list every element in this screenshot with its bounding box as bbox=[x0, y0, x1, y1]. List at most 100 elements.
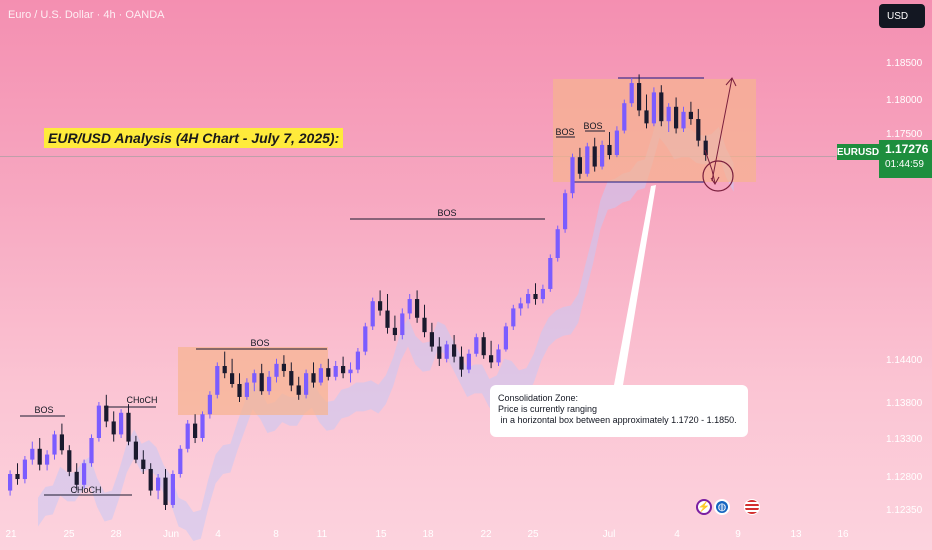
candle-body bbox=[681, 111, 686, 129]
callout-line-3: in a horizontal box between approximatel… bbox=[498, 415, 737, 425]
down-arrowhead bbox=[710, 176, 720, 185]
symbol-tag: EURUSD bbox=[837, 144, 879, 160]
candle-body bbox=[30, 448, 35, 460]
candle-body bbox=[104, 405, 109, 422]
candle-body bbox=[15, 474, 20, 480]
candle-body bbox=[585, 146, 590, 174]
candle-body bbox=[688, 111, 693, 120]
candle-body bbox=[304, 373, 309, 395]
candle-body bbox=[163, 477, 168, 505]
candle-body bbox=[281, 363, 286, 372]
candle-body bbox=[363, 326, 368, 352]
choch-label-top: CHoCH bbox=[126, 395, 158, 405]
candle-body bbox=[156, 477, 161, 491]
candle-body bbox=[370, 301, 375, 327]
candle-body bbox=[89, 438, 94, 464]
candle-body bbox=[407, 299, 412, 314]
globe-icon[interactable]: ◍ bbox=[714, 499, 730, 515]
price-tick: 1.18000 bbox=[886, 95, 923, 106]
candle-body bbox=[133, 441, 138, 460]
candle-body bbox=[526, 294, 531, 304]
candle-body bbox=[555, 229, 560, 258]
candle-body bbox=[392, 327, 397, 336]
candle-body bbox=[518, 303, 523, 309]
candle-body bbox=[185, 423, 190, 449]
callout-line-1: Consolidation Zone: bbox=[498, 393, 579, 403]
candle-body bbox=[178, 448, 183, 474]
candle-body bbox=[289, 371, 294, 386]
candle-body bbox=[333, 366, 338, 377]
us-flag-icon[interactable] bbox=[744, 499, 760, 515]
candle-body bbox=[96, 405, 101, 438]
callout-line-2: Price is currently ranging bbox=[498, 404, 598, 414]
bos-top-label-1: BOS bbox=[555, 127, 575, 137]
candle-body bbox=[267, 376, 272, 392]
candle-body bbox=[459, 356, 464, 370]
candle-body bbox=[348, 369, 353, 374]
candle-body bbox=[237, 384, 242, 397]
candle-body bbox=[659, 92, 664, 122]
last-price: 1.17276 bbox=[885, 142, 929, 156]
bar-countdown: 01:44:59 bbox=[885, 159, 924, 170]
last-price-tag: 1.17276 01:44:59 bbox=[879, 140, 932, 178]
candle-body bbox=[45, 454, 50, 465]
choch-label-bottom: CHoCH bbox=[70, 485, 102, 495]
candle-body bbox=[52, 434, 57, 455]
candle-body bbox=[703, 140, 708, 156]
candle-body bbox=[59, 434, 64, 451]
time-tick: Jun bbox=[162, 529, 180, 540]
time-tick: 4 bbox=[674, 529, 680, 540]
bos-label: BOS bbox=[34, 405, 54, 415]
candle-body bbox=[37, 448, 42, 465]
candle-body bbox=[318, 368, 323, 383]
candle-body bbox=[577, 157, 582, 174]
candle-body bbox=[244, 382, 249, 397]
candle-body bbox=[629, 83, 634, 104]
candle-body bbox=[400, 313, 405, 336]
time-tick: 25 bbox=[527, 529, 539, 540]
analysis-title-banner: EUR/USD Analysis (4H Chart - July 7, 202… bbox=[44, 128, 344, 148]
candle-body bbox=[74, 471, 79, 485]
candle-body bbox=[82, 463, 87, 485]
candle-body bbox=[607, 144, 612, 156]
currency-button[interactable]: USD bbox=[879, 4, 925, 28]
candle-body bbox=[222, 366, 227, 374]
time-tick: 8 bbox=[273, 529, 279, 540]
price-tick: 1.12350 bbox=[886, 505, 923, 516]
time-tick: 4 bbox=[215, 529, 221, 540]
candle-body bbox=[111, 421, 116, 435]
candle-body bbox=[592, 146, 597, 167]
target-circle bbox=[702, 160, 734, 192]
candle-body bbox=[311, 373, 316, 383]
candle-body bbox=[378, 301, 383, 311]
candle-body bbox=[644, 110, 649, 124]
candle-body bbox=[341, 366, 346, 374]
price-tick: 1.17500 bbox=[886, 129, 923, 140]
callout-pointer bbox=[614, 185, 656, 385]
bos-box-label: BOS bbox=[250, 338, 270, 348]
down-projection-arrow bbox=[704, 149, 716, 184]
time-tick: 13 bbox=[790, 529, 802, 540]
candle-body bbox=[326, 368, 331, 377]
bos-top-label-2: BOS bbox=[583, 121, 603, 131]
candle-body bbox=[148, 468, 153, 491]
candle-body bbox=[22, 459, 27, 480]
candle-body bbox=[215, 366, 220, 395]
candle-body bbox=[563, 193, 568, 230]
up-projection-arrow bbox=[711, 77, 733, 182]
candle-body bbox=[385, 310, 390, 328]
lightning-icon[interactable]: ⚡ bbox=[696, 499, 712, 515]
time-tick: 25 bbox=[63, 529, 75, 540]
candle-body bbox=[444, 344, 449, 359]
price-tick: 1.14400 bbox=[886, 355, 923, 366]
ichimoku-cloud bbox=[38, 108, 734, 541]
candle-body bbox=[274, 363, 279, 377]
candle-body bbox=[548, 258, 553, 289]
candle-body bbox=[8, 474, 13, 491]
candle-body bbox=[666, 106, 671, 122]
time-tick: 28 bbox=[110, 529, 122, 540]
consolidation-callout: Consolidation Zone: Price is currently r… bbox=[490, 385, 748, 437]
candle-body bbox=[67, 450, 72, 472]
